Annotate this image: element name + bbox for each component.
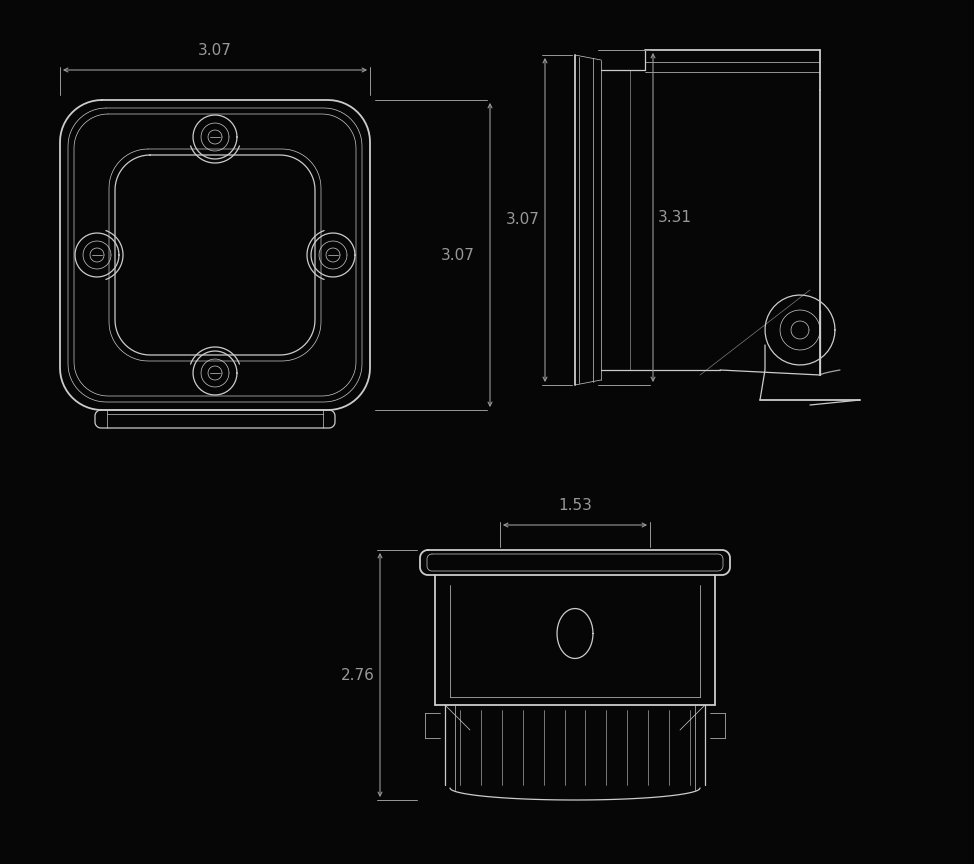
Text: 3.07: 3.07 (441, 247, 475, 263)
Text: 3.31: 3.31 (658, 210, 692, 225)
Text: 2.76: 2.76 (341, 668, 375, 683)
Text: 3.07: 3.07 (198, 43, 232, 58)
Text: 1.53: 1.53 (558, 498, 592, 513)
Text: 3.07: 3.07 (506, 213, 540, 227)
